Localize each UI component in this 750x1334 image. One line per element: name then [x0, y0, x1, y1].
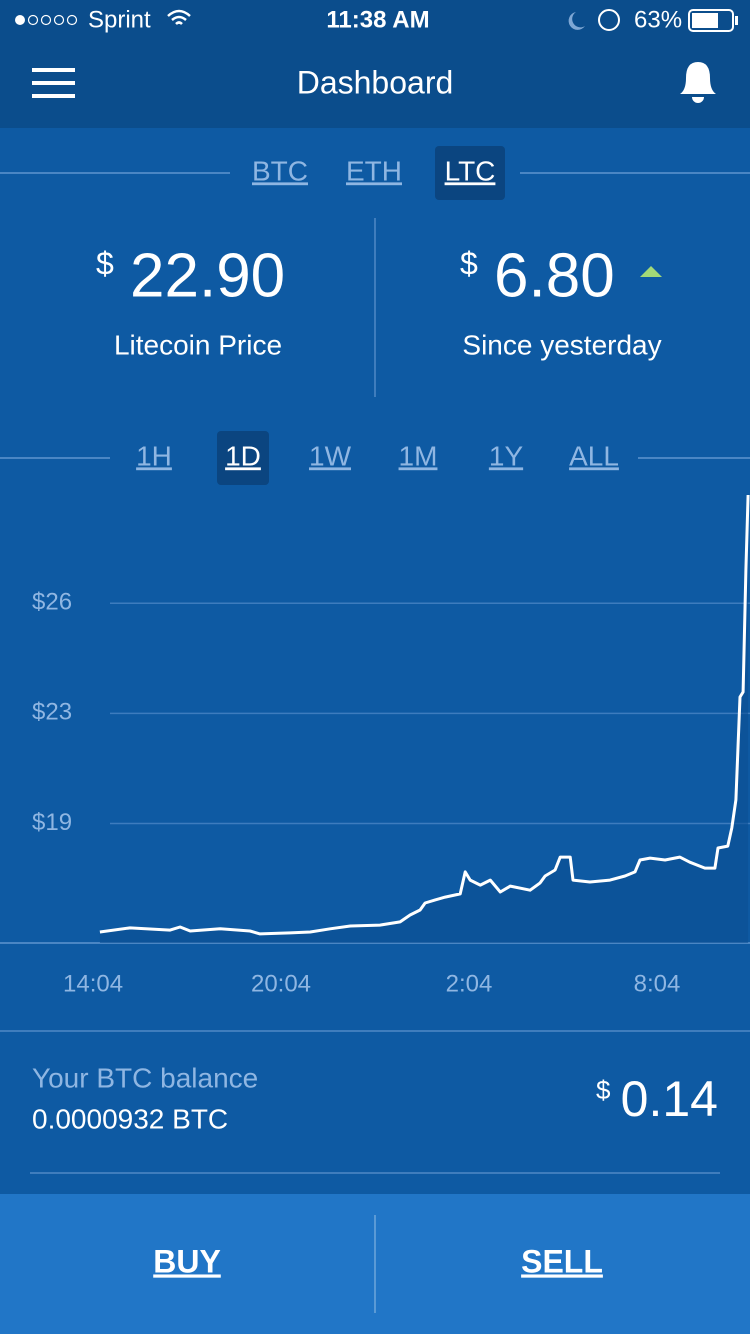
x-tick-label: 20:04 — [251, 970, 311, 997]
tab[interactable]: 1M — [399, 440, 438, 471]
signal — [15, 14, 78, 26]
battery-text: 63% — [634, 6, 682, 33]
tab-active-bg — [435, 146, 505, 200]
price-label: Litecoin Price — [114, 329, 282, 360]
price-line — [99, 494, 750, 936]
tab[interactable]: LTC — [445, 155, 496, 186]
action-button[interactable]: SELL — [521, 1243, 603, 1279]
moon-icon — [568, 12, 585, 30]
action-button[interactable]: BUY — [153, 1243, 221, 1279]
x-tick-label: 2:04 — [446, 970, 493, 997]
battery-icon — [688, 9, 738, 32]
tab[interactable]: 1H — [136, 440, 172, 471]
carrier: Sprint — [88, 6, 151, 33]
balance-symbol: $ — [596, 1075, 611, 1105]
top-bar — [0, 0, 750, 128]
bell-button[interactable] — [680, 62, 716, 103]
lock-icon — [598, 9, 620, 31]
price-symbol: $ — [96, 245, 114, 281]
change-label: Since yesterday — [462, 329, 661, 360]
area-fill — [99, 495, 749, 943]
clock: 11:38 AM — [326, 6, 429, 33]
balance-amount: 0.0000932 BTC — [32, 1103, 228, 1134]
wifi-icon — [167, 9, 191, 25]
balance-value: 0.14 — [621, 1071, 718, 1127]
price-amount: 22.90 — [130, 241, 285, 310]
tab-active-bg — [217, 431, 269, 485]
up-arrow — [640, 266, 662, 277]
x-tick-label: 8:04 — [634, 970, 681, 997]
tab[interactable]: 1D — [225, 440, 261, 471]
y-tick-label: $23 — [32, 699, 72, 726]
tab[interactable]: ETH — [346, 155, 402, 186]
balance-label: Your BTC balance — [32, 1062, 258, 1093]
change-amount: 6.80 — [494, 241, 615, 310]
y-tick-label: $19 — [32, 809, 72, 836]
tab[interactable]: BTC — [252, 155, 308, 186]
menu-button[interactable] — [32, 68, 75, 98]
tab[interactable]: ALL — [569, 440, 619, 471]
tab[interactable]: 1W — [309, 440, 352, 471]
y-tick-label: $26 — [32, 589, 72, 616]
x-tick-label: 14:04 — [63, 970, 123, 997]
tab[interactable]: 1Y — [489, 440, 524, 471]
change-symbol: $ — [460, 245, 478, 281]
header-title: Dashboard — [297, 64, 454, 100]
